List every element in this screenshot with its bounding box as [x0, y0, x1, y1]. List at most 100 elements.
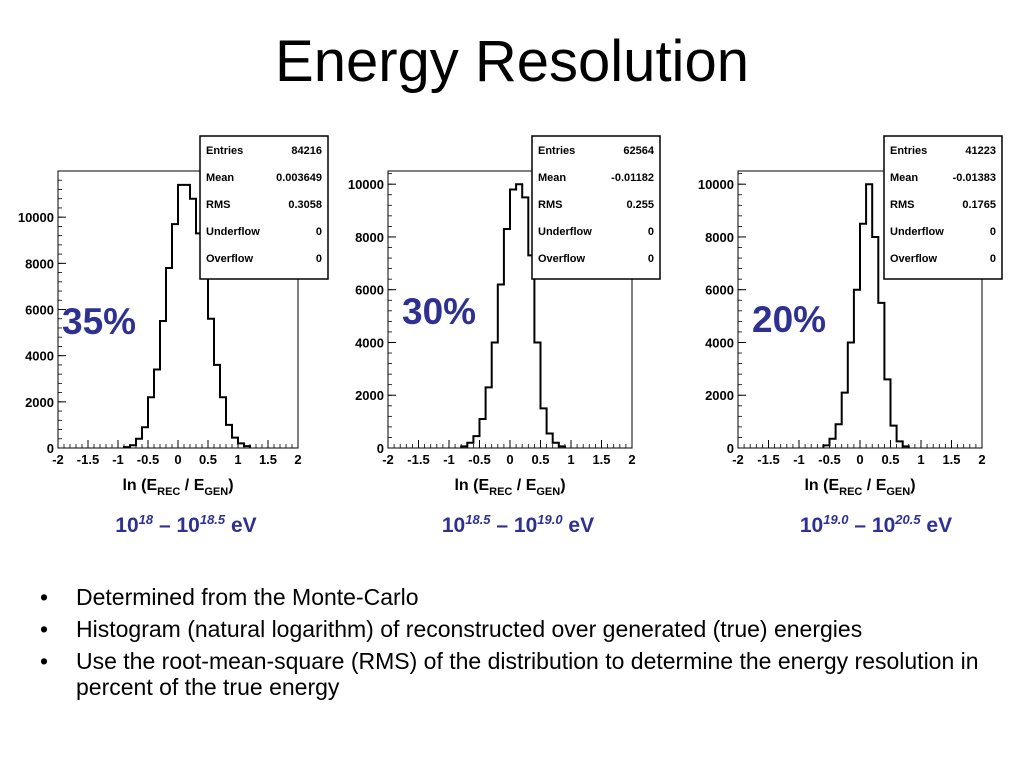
- resolution-annotation: 20%: [752, 299, 826, 340]
- x-tick-label: -2: [382, 452, 394, 467]
- histogram-bin: [244, 446, 250, 448]
- histogram-bin: [220, 397, 226, 448]
- y-tick-label: 10000: [348, 177, 384, 192]
- histogram-bin: [142, 427, 148, 448]
- x-tick-label: 0: [856, 452, 863, 467]
- x-axis-title: ln (EREC / EGEN): [454, 477, 565, 498]
- stats-label: Entries: [890, 145, 927, 157]
- histogram-bin: [860, 224, 866, 448]
- y-tick-label: 8000: [355, 230, 384, 245]
- histogram-bin: [172, 224, 178, 448]
- histogram-bin: [492, 342, 498, 448]
- bullet-text: Determined from the Monte-Carlo: [76, 584, 419, 610]
- stats-value: 0: [990, 253, 996, 265]
- stats-value: 0.3058: [288, 199, 322, 211]
- x-tick-label: -1: [443, 452, 455, 467]
- stats-value: 41223: [965, 145, 996, 157]
- x-tick-label: 0: [174, 452, 181, 467]
- histogram-bin: [473, 436, 479, 448]
- stats-label: RMS: [206, 199, 230, 211]
- stats-box: [199, 135, 329, 280]
- stats-label: RMS: [890, 199, 914, 211]
- stats-value: 0: [648, 253, 654, 265]
- y-tick-label: 0: [47, 441, 54, 456]
- bullet-item: • Use the root-mean-square (RMS) of the d…: [40, 648, 980, 700]
- bullet-text: Histogram (natural logarithm) of reconst…: [76, 616, 863, 642]
- histogram-bin: [160, 321, 166, 448]
- bullet-text: Use the root-mean-square (RMS) of the di…: [76, 648, 979, 700]
- stats-label: Entries: [206, 145, 243, 157]
- stats-label: Underflow: [206, 226, 260, 238]
- y-tick-label: 10000: [18, 210, 54, 225]
- x-axis-title: ln (EREC / EGEN): [122, 477, 233, 498]
- y-tick-label: 6000: [355, 283, 384, 298]
- stats-value: 0.255: [626, 199, 654, 211]
- histogram-bin: [148, 397, 154, 448]
- stats-value: -0.01383: [953, 172, 996, 184]
- x-tick-label: -2: [732, 452, 744, 467]
- histogram-bin: [891, 426, 897, 448]
- stats-label: Entries: [538, 145, 575, 157]
- histogram-bin: [830, 439, 836, 448]
- histogram-bin: [897, 441, 903, 448]
- histogram-bin: [878, 303, 884, 448]
- histogram-bin: [854, 290, 860, 448]
- histogram-series: [123, 183, 251, 449]
- histogram-bin: [842, 393, 848, 448]
- histogram-bin: [461, 446, 467, 448]
- histogram-bin: [553, 443, 559, 448]
- histogram-bin: [498, 284, 504, 448]
- energy-range-label-1: 1018 – 1018.5 eV: [115, 512, 257, 537]
- histogram-bin: [528, 255, 534, 448]
- histogram-panel-1: -2 -1.5 -1 -0.5 0 0.5 1 1.5 2 0 2000 4000 6000 8000 10…: [6, 135, 336, 506]
- y-tick-label: 4000: [355, 335, 384, 350]
- x-tick-label: 0.5: [531, 452, 549, 467]
- histogram-bin: [547, 433, 553, 448]
- y-tick-label: 10000: [698, 177, 734, 192]
- x-tick-label: -1.5: [77, 452, 99, 467]
- x-tick-label: 0: [506, 452, 513, 467]
- x-axis-title: ln (EREC / EGEN): [804, 477, 915, 498]
- y-tick-label: 6000: [705, 283, 734, 298]
- stats-label: Mean: [890, 172, 918, 184]
- x-tick-label: -0.5: [137, 452, 159, 467]
- stats-box: [883, 135, 1003, 280]
- histogram-bin: [202, 268, 208, 448]
- bullet-dot-icon: •: [40, 584, 49, 610]
- x-tick-label: 1.5: [592, 452, 610, 467]
- y-tick-label: 6000: [25, 303, 54, 318]
- bullet-item: • Determined from the Monte-Carlo: [40, 584, 980, 610]
- histogram-bin: [190, 199, 196, 448]
- histogram-panel-2: -2 -1.5 -1 -0.5 0 0.5 1 1.5 2 0 2000 4000 6000 8000 10…: [340, 135, 670, 506]
- energy-range-label-3: 1019.0 – 1020.5 eV: [799, 512, 953, 537]
- y-tick-label: 2000: [705, 388, 734, 403]
- histogram-bin: [516, 184, 522, 448]
- y-tick-label: 2000: [25, 395, 54, 410]
- x-tick-label: -0.5: [468, 452, 490, 467]
- y-tick-label: 0: [727, 441, 734, 456]
- x-tick-label: 1: [234, 452, 241, 467]
- y-tick-label: 2000: [355, 388, 384, 403]
- bullet-item: • Histogram (natural logarithm) of recons…: [40, 616, 980, 642]
- histogram-bin: [208, 319, 214, 448]
- x-tick-label: 1.5: [259, 452, 277, 467]
- stats-value: 0.1765: [962, 199, 996, 211]
- histogram-bin: [884, 379, 890, 448]
- y-tick-label: 8000: [705, 230, 734, 245]
- histogram-bin: [232, 438, 238, 448]
- stats-label: Mean: [538, 172, 566, 184]
- x-tick-label: -1.5: [757, 452, 779, 467]
- stats-label: Overflow: [890, 253, 938, 265]
- histogram-series: [460, 183, 566, 448]
- stats-label: Overflow: [206, 253, 254, 265]
- stats-value: 0.003649: [276, 172, 322, 184]
- x-tick-label: -0.5: [818, 452, 840, 467]
- histogram-bin: [541, 408, 547, 448]
- stats-label: Overflow: [538, 253, 586, 265]
- histogram-bin: [836, 424, 842, 448]
- histogram-series: [822, 183, 910, 448]
- histogram-chart-1: -2 -1.5 -1 -0.5 0 0.5 1 1.5 2 0 2000 4000 6000 8000 10…: [18, 135, 329, 498]
- x-tick-label: -1.5: [407, 452, 429, 467]
- histogram-bin: [214, 365, 220, 448]
- page-title: Energy Resolution: [275, 29, 749, 94]
